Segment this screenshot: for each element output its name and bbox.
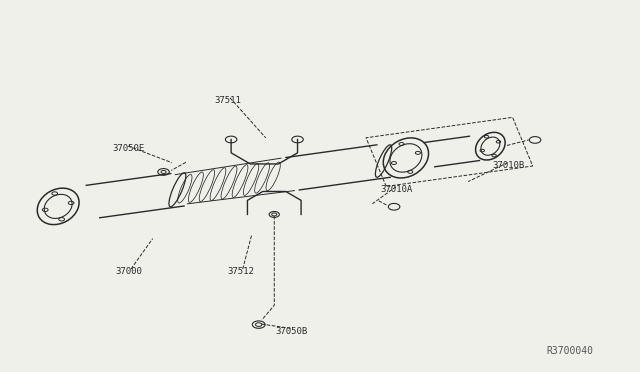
Text: 37010A: 37010A	[381, 185, 413, 194]
Text: 37512: 37512	[227, 267, 254, 276]
Text: 37050E: 37050E	[113, 144, 145, 153]
Text: R3700040: R3700040	[547, 346, 594, 356]
Text: 37050B: 37050B	[275, 327, 308, 336]
Text: 37511: 37511	[214, 96, 241, 105]
Text: 37000: 37000	[116, 267, 143, 276]
Text: 37010B: 37010B	[492, 161, 525, 170]
